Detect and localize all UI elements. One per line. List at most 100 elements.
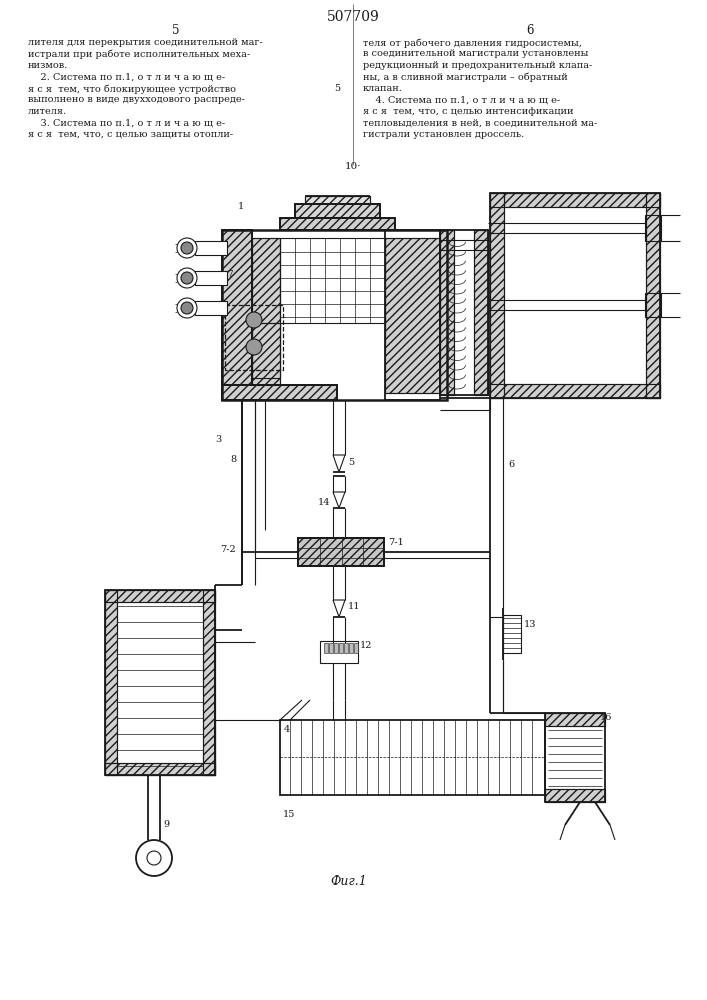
Circle shape [177,268,197,288]
Text: 13: 13 [524,620,537,629]
Bar [203,590,215,775]
Bar [339,643,343,653]
Bar [305,196,370,204]
Bar [440,230,488,395]
Bar [645,215,661,241]
Bar [385,230,440,400]
Bar [252,238,280,378]
Text: 507709: 507709 [327,10,380,24]
Bar [545,713,605,726]
Text: 11: 11 [348,602,361,611]
Bar [329,643,333,653]
Text: лителя для перекрытия соединительной маг-: лителя для перекрытия соединительной маг… [28,38,263,47]
Circle shape [147,851,161,865]
Bar [490,384,660,398]
Bar [490,193,660,398]
Text: 4. Система по п.1, о т л и ч а ю щ е-: 4. Система по п.1, о т л и ч а ю щ е- [363,96,560,104]
Bar [474,230,488,395]
Bar [545,789,605,802]
Bar [252,323,280,385]
Text: 8: 8 [230,455,236,464]
Text: 5: 5 [334,84,340,93]
Bar [354,643,358,653]
Text: редукционный и предохранительный клапа-: редукционный и предохранительный клапа- [363,61,592,70]
Circle shape [177,238,197,258]
Text: выполнено в виде двухходового распреде-: выполнено в виде двухходового распреде- [28,96,245,104]
Bar [298,538,384,566]
Text: 3. Система по п.1, о т л и ч а ю щ е-: 3. Система по п.1, о т л и ч а ю щ е- [28,118,225,127]
Circle shape [136,840,172,876]
Bar [298,538,384,566]
Bar [385,238,440,393]
Bar [646,193,660,398]
Bar [222,385,337,400]
Bar [195,271,227,285]
Text: 5: 5 [173,24,180,37]
Bar [545,713,605,726]
Bar [105,590,215,775]
Polygon shape [333,492,345,508]
Circle shape [181,272,193,284]
Circle shape [246,339,262,355]
Text: я с я  тем, что, с целью защиты отопли-: я с я тем, что, с целью защиты отопли- [28,130,233,139]
Circle shape [181,242,193,254]
Bar [545,713,605,802]
Polygon shape [333,600,345,617]
Text: 14: 14 [318,498,330,507]
Text: ны, а в сливной магистрали – обратный: ны, а в сливной магистрали – обратный [363,73,568,82]
Text: 10: 10 [195,243,206,252]
Bar [280,720,545,795]
Bar [105,763,215,775]
Bar [295,204,380,218]
Bar [203,590,215,775]
Bar [305,196,370,204]
Text: 10: 10 [195,303,206,312]
Text: 5: 5 [348,458,354,467]
Text: 6: 6 [526,24,534,37]
Text: 7-2: 7-2 [220,545,235,554]
Bar [646,193,660,398]
Text: клапан.: клапан. [363,84,403,93]
Text: Фиг.1: Фиг.1 [330,875,367,888]
Bar [295,204,380,218]
Bar [385,238,440,393]
Bar [222,230,252,385]
Bar [280,238,385,323]
Text: низмов.: низмов. [28,61,69,70]
Bar [490,384,660,398]
Bar [503,615,521,653]
Bar [105,590,117,775]
Text: 15: 15 [283,810,296,819]
Text: истрали при работе исполнительных меха-: истрали при работе исполнительных меха- [28,49,250,59]
Bar [334,643,338,653]
Text: 12: 12 [360,641,373,650]
Text: 10·: 10· [345,162,361,171]
Text: теля от рабочего давления гидросистемы,: теля от рабочего давления гидросистемы, [363,38,582,47]
Bar [490,193,504,398]
Text: 2: 2 [195,273,201,282]
Text: я с я  тем, что, с целью интенсификации: я с я тем, что, с целью интенсификации [363,107,573,116]
Bar [105,590,117,775]
Circle shape [246,312,262,328]
Bar [474,230,488,395]
Circle shape [177,298,197,318]
Bar [545,789,605,802]
Bar [105,590,215,602]
Text: 6: 6 [508,460,514,469]
Bar [195,301,227,315]
Text: 1: 1 [238,202,244,211]
Text: я с я  тем, что блокирующее устройство: я с я тем, что блокирующее устройство [28,84,236,94]
Circle shape [181,302,193,314]
Bar [440,230,454,395]
Text: 4: 4 [284,725,291,734]
Bar [645,293,661,317]
Bar [280,218,395,230]
Bar [344,643,348,653]
Bar [490,193,504,398]
Bar [222,385,337,400]
Bar [222,230,252,385]
Text: 9: 9 [163,820,169,829]
Text: 7-1: 7-1 [388,538,404,547]
Text: 16: 16 [600,713,612,722]
Bar [105,763,215,775]
